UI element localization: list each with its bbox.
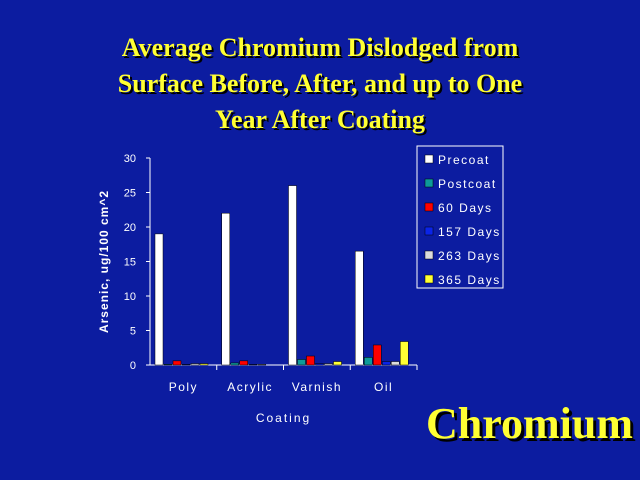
bar (288, 185, 297, 366)
x-tick-label: Poly (169, 380, 198, 394)
bar (172, 360, 182, 366)
bar (190, 363, 200, 366)
legend-swatch (424, 154, 434, 164)
bar (364, 357, 373, 366)
y-tick-label: 10 (124, 291, 136, 303)
bar (163, 364, 173, 366)
y-axis-title: Arsenic, ug/100 cm^2 (97, 190, 111, 333)
bar (315, 363, 324, 366)
y-tick-label: 15 (124, 257, 136, 269)
legend-label: 60 Days (438, 201, 493, 215)
y-tick-label: 5 (130, 326, 136, 338)
legend-label: Postcoat (438, 177, 497, 191)
bar (324, 363, 333, 366)
x-tick-label: Oil (374, 380, 393, 394)
bar (230, 362, 239, 366)
legend-label: 157 Days (438, 225, 501, 239)
legend-box (416, 145, 504, 289)
x-tick-label: Varnish (292, 380, 342, 394)
bar (400, 341, 409, 366)
legend-label: 365 Days (438, 273, 501, 287)
legend-swatch (424, 274, 434, 284)
title-line-2: Surface Before, After, and up to One (117, 69, 523, 98)
title-line-3: Year After Coating (215, 105, 425, 134)
y-tick-label: 30 (124, 153, 136, 165)
bar (199, 363, 209, 366)
x-axis-title: Coating (256, 411, 311, 425)
legend-label: Precoat (438, 153, 490, 167)
y-tick-label: 20 (124, 222, 136, 234)
bar (306, 355, 315, 366)
bar (181, 364, 191, 366)
bar (355, 250, 364, 366)
y-tick-label: 0 (130, 360, 136, 372)
title-line-1: Average Chromium Dislodged from (121, 33, 519, 62)
bar (373, 344, 382, 366)
element-label: Chromium (426, 399, 633, 448)
legend-label: 263 Days (438, 249, 501, 263)
bar (248, 364, 257, 366)
bar (333, 361, 342, 366)
legend-swatch (424, 178, 434, 188)
bar (239, 360, 248, 366)
legend-swatch (424, 250, 434, 260)
bar (391, 361, 400, 366)
bar (297, 359, 306, 366)
legend-swatch (424, 202, 434, 212)
bar (221, 212, 230, 366)
chart-title: Average Chromium Dislodged from Surface … (40, 30, 600, 138)
y-tick-label: 25 (124, 188, 136, 200)
bar (382, 361, 391, 366)
bar (257, 364, 266, 366)
legend-swatch (424, 226, 434, 236)
bar (154, 233, 164, 366)
x-tick-label: Acrylic (227, 380, 273, 394)
